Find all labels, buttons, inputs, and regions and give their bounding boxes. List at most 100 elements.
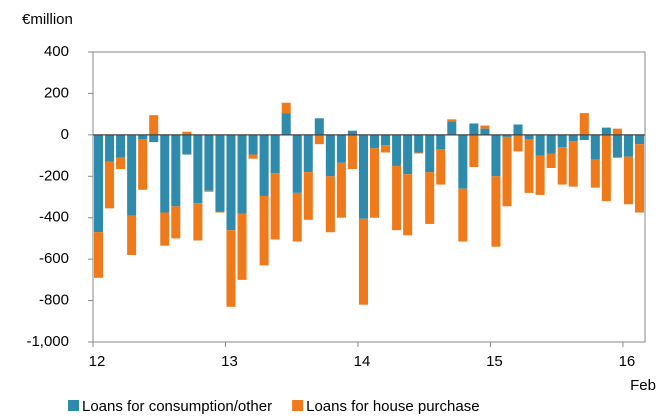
bar-segment: [116, 134, 126, 158]
bar-segment: [480, 125, 490, 129]
bar-segment: [237, 134, 247, 214]
bar-segment: [403, 134, 413, 175]
bar-segment: [557, 147, 567, 185]
bar-segment: [94, 232, 104, 278]
bar-segment: [138, 134, 148, 139]
bar-segment: [480, 128, 490, 135]
bar-segment: [237, 213, 247, 280]
bar-segment: [370, 148, 380, 218]
bar-segment: [524, 139, 534, 193]
bar-segment: [303, 172, 313, 220]
bar-segment: [336, 162, 346, 218]
bar-segment: [623, 134, 633, 157]
bar-segment: [226, 230, 236, 307]
bar-segment: [381, 145, 391, 153]
bar-segment: [491, 176, 501, 247]
bar-segment: [414, 134, 424, 153]
bar-segment: [204, 134, 214, 191]
bar-segment: [590, 134, 600, 160]
bar-segment: [381, 134, 391, 146]
bar-segment: [513, 124, 523, 135]
bar-segment: [513, 134, 523, 152]
bar-segment: [469, 134, 479, 167]
bar-segment: [623, 156, 633, 205]
y-tick-label: -800: [39, 292, 69, 309]
bar-segment: [347, 134, 357, 170]
bar-segment: [325, 134, 335, 177]
x-tick-label: 12: [89, 353, 106, 370]
bar-segment: [414, 152, 424, 154]
y-tick-label: 200: [44, 84, 69, 101]
bar-segment: [425, 172, 435, 224]
bar-segment: [546, 153, 556, 168]
bar-segment: [182, 131, 192, 135]
bar-segment: [105, 161, 115, 209]
legend-label: Loans for house purchase: [306, 398, 479, 415]
bar-segment: [248, 134, 258, 155]
x-tick-label: 13: [221, 353, 238, 370]
bar-segment: [557, 134, 567, 148]
y-tick-label: -600: [39, 250, 69, 267]
bar-segment: [612, 128, 622, 135]
bar-segment: [127, 215, 137, 255]
bar-segment: [370, 134, 380, 149]
y-tick-label: -1,000: [26, 333, 69, 350]
bar-segment: [292, 192, 302, 242]
bar-segment: [281, 102, 291, 114]
bar-segment: [358, 134, 368, 219]
bar-segment: [94, 134, 104, 233]
bar-segment: [160, 212, 170, 246]
bar-segment: [336, 134, 346, 163]
bar-segment: [292, 134, 302, 193]
bar-segment: [270, 134, 280, 174]
bar-segment: [193, 203, 203, 241]
legend-swatch: [292, 400, 304, 411]
x-annotation: Feb: [630, 377, 656, 394]
bar-segment: [535, 155, 545, 195]
bar-segment: [116, 157, 126, 170]
bar-segment: [491, 134, 501, 177]
bar-segment: [171, 134, 181, 207]
legend-swatch: [68, 400, 79, 411]
y-axis-label: €million: [22, 11, 73, 28]
bar-segment: [171, 206, 181, 239]
x-tick-label: 15: [486, 353, 503, 370]
bar-segment: [303, 134, 313, 173]
bar-segment: [215, 211, 225, 213]
bar-segment: [425, 134, 435, 173]
bar-segment: [149, 115, 159, 135]
bar-segment: [535, 134, 545, 156]
bar-segment: [358, 218, 368, 305]
bar-segment: [259, 195, 269, 266]
plot-frame: [92, 51, 646, 343]
bar-segment: [502, 134, 512, 137]
bar-segment: [270, 173, 280, 240]
bar-segment: [314, 134, 324, 145]
bar-segment: [149, 134, 159, 143]
bar-segment: [469, 123, 479, 135]
bar-segment: [347, 130, 357, 135]
bar-segment: [403, 174, 413, 236]
bar-segment: [546, 134, 556, 154]
bar-segment: [590, 159, 600, 188]
bar-segment: [436, 149, 446, 185]
bar-segment: [601, 127, 611, 135]
bar-segment: [226, 134, 236, 231]
bar-segment: [325, 176, 335, 233]
x-tick-label: 14: [354, 353, 371, 370]
bar-segment: [392, 134, 402, 166]
bar-segment: [281, 113, 291, 135]
bar-segment: [160, 134, 170, 213]
bar-segment: [634, 144, 644, 213]
bar-segment: [447, 121, 457, 135]
x-tick-label: 16: [619, 353, 636, 370]
bar-segment: [215, 134, 225, 212]
bar-segment: [568, 141, 578, 187]
bar-segment: [579, 113, 589, 135]
bar-segment: [524, 134, 534, 139]
bar-segment: [634, 134, 644, 145]
legend-label: Loans for consumption/other: [82, 398, 272, 415]
bar-segment: [601, 134, 611, 202]
y-tick-label: 0: [61, 126, 69, 143]
